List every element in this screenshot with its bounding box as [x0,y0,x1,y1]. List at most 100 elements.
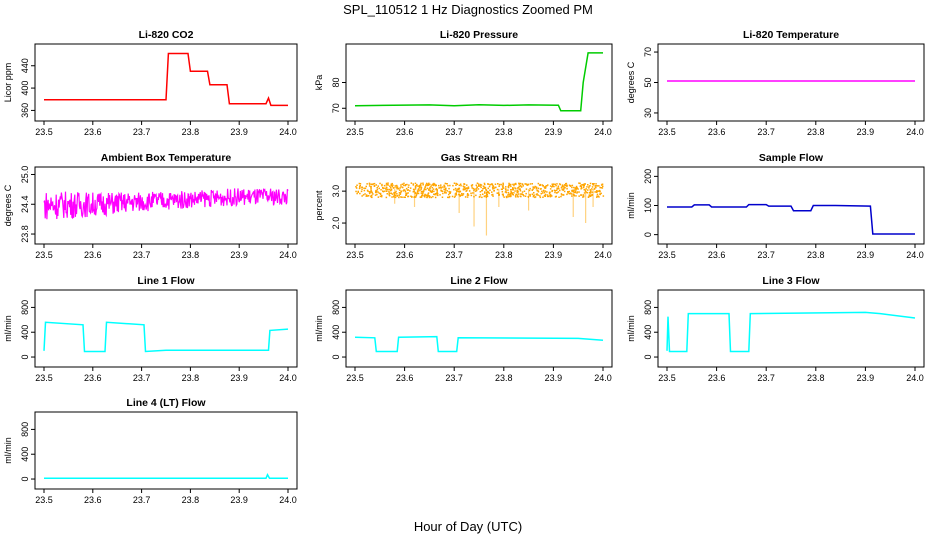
series-point [381,183,383,186]
series-point [386,190,388,192]
series-point [417,188,419,191]
series-point [416,192,418,194]
series-point [474,188,476,190]
series-point [489,184,491,186]
series-point [388,192,391,195]
series-point [390,183,392,185]
figure-x-axis-label: Hour of Day (UTC) [414,519,522,534]
panel-grid: Li-820 CO2 23.5 23.6 23.7 23.8 23.9 24.0 360 400… [3,29,925,505]
x-tick-label: 23.9 [545,250,563,260]
series-point [579,185,582,187]
series-point [436,191,438,194]
series-line [44,472,288,480]
series-point [484,192,486,194]
series-point [581,184,583,186]
series-point [365,194,368,196]
series-point [595,183,597,185]
series-point [535,188,538,190]
series-point [511,188,514,191]
series-point [400,196,402,198]
series-point [518,193,520,195]
series-point [507,196,509,198]
series-point [359,185,361,188]
x-tick-label: 24.0 [279,250,297,260]
series-point [573,186,575,189]
series-point [387,188,389,191]
x-tick-label: 23.9 [545,127,563,137]
series-point [501,185,504,187]
series-point [396,188,398,190]
series-point [534,196,536,199]
series-point [449,191,452,193]
series-point [567,192,569,194]
series-point [431,189,433,192]
series-point [549,188,552,190]
series-point [427,184,430,186]
series-point [507,185,510,188]
series-point [407,195,409,198]
series-point [488,185,491,188]
series-point [383,187,385,189]
series-point [376,187,378,189]
series-point [573,191,575,193]
series-point [532,195,535,198]
series-point [479,191,482,193]
series-point [488,192,490,195]
x-tick-label: 23.8 [495,373,513,383]
series-point [551,190,553,193]
series-point [583,184,585,187]
series-point [434,193,436,196]
x-tick-label: 23.9 [545,373,563,383]
series-point [561,184,564,187]
series-line [44,52,288,107]
series-point [394,196,397,199]
series-point [496,192,498,194]
series-point [458,184,461,187]
series-point [466,188,469,190]
series-point [576,191,579,193]
series-point [602,195,605,197]
x-tick-label: 23.7 [133,127,151,137]
series-point [491,183,494,185]
series-point [496,188,499,191]
series-point [529,187,531,190]
series-point [385,184,388,186]
series-point [361,186,363,189]
y-axis-label: ml/min [314,315,324,342]
series-point [510,189,512,191]
series-point [555,195,557,198]
series-point [584,183,586,185]
series-point [434,184,436,186]
series-point [588,185,590,188]
series-point [394,192,397,194]
series-point [455,194,458,196]
series-point [381,184,383,187]
series-point [391,196,393,198]
series-point [527,183,530,186]
series-point [547,184,549,186]
series-point [505,195,508,198]
series-point [516,187,519,189]
series-point [399,187,401,189]
series-point [568,192,571,195]
series-point [356,184,358,186]
x-tick-label: 23.7 [133,373,151,383]
x-tick-label: 24.0 [906,127,924,137]
series-point [380,189,382,191]
series-point [430,191,433,193]
series-point [539,184,541,186]
series-point [463,183,465,185]
series-point [402,184,405,186]
series-point [366,189,369,192]
series-point [551,183,553,185]
series-point [444,189,447,191]
series-point [461,192,463,195]
y-tick-label: 80 [331,77,341,87]
series-point [428,188,430,190]
series-point [366,183,368,185]
panel-title: Li-820 Temperature [743,29,839,41]
series-point [421,190,423,193]
series-point [554,191,556,194]
series-point [590,190,592,192]
series-point [391,193,394,195]
